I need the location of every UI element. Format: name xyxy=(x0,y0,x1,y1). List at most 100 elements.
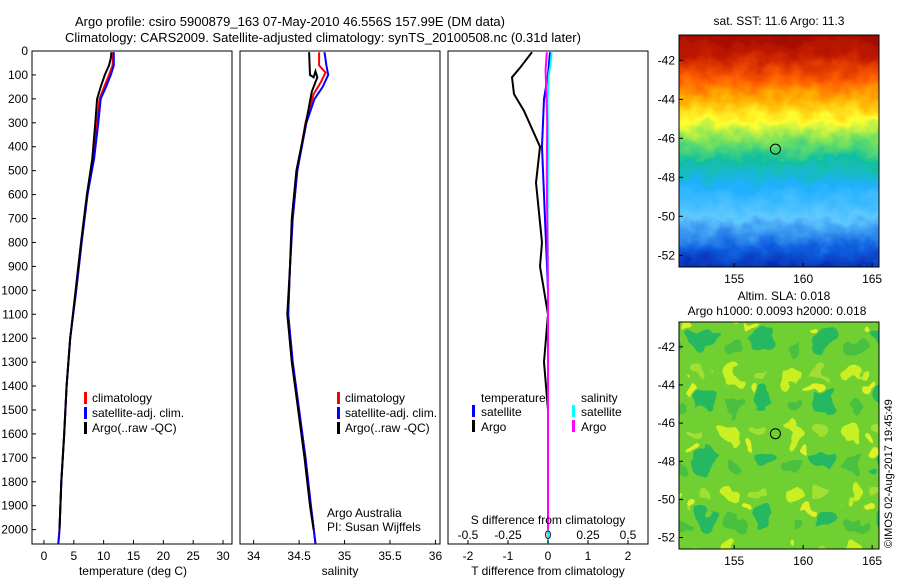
legend-label-sal-argo: Argo xyxy=(581,420,607,434)
sla-lat-ticks: -42 -44 -46 -48 -50 -52 xyxy=(658,340,683,545)
legend-swatch-temp-satellite xyxy=(472,405,475,417)
x-tick-label: 30 xyxy=(216,549,230,563)
depth-tick-label: 2000 xyxy=(1,523,28,537)
lat-tick-label: -42 xyxy=(658,53,676,67)
float-location-marker xyxy=(769,428,781,440)
legend-label-argo: Argo(..raw -QC) xyxy=(345,421,430,435)
legend-label-satellite: satellite-adj. clim. xyxy=(92,406,184,420)
temperature-plot-frame xyxy=(31,50,233,545)
difference-axis-ticks: -2 -1 0 1 2 xyxy=(463,540,632,563)
salinity-lines xyxy=(286,52,330,545)
legend-swatch-climatology xyxy=(337,392,340,404)
x-tick-label: 2 xyxy=(625,549,632,563)
sst-lon-ticks: 155 160 165 xyxy=(724,263,882,286)
depth-tick-label: 700 xyxy=(8,212,28,226)
series-line-argo-raw-qc- xyxy=(286,52,319,530)
depth-tick-label: 1600 xyxy=(1,427,28,441)
x-tick-label: 10 xyxy=(97,549,111,563)
salinity-axis-label: salinity xyxy=(322,564,359,578)
legend-label-temp-argo: Argo xyxy=(481,420,507,434)
depth-tick-label: 1700 xyxy=(1,451,28,465)
lat-tick-label: -52 xyxy=(658,248,676,262)
x-tick-label: 0 xyxy=(545,549,552,563)
s-diff-tick-label: -0.25 xyxy=(494,528,522,542)
depth-tick-label: 0 xyxy=(21,44,28,58)
lat-tick-label: -48 xyxy=(658,170,676,184)
x-tick-label: 15 xyxy=(127,549,141,563)
depth-tick-label: 500 xyxy=(8,164,28,178)
x-tick-label: -2 xyxy=(463,549,474,563)
difference-lines xyxy=(510,51,553,544)
sst-map-frame xyxy=(678,34,880,268)
lon-tick-label: 155 xyxy=(724,554,744,568)
s-difference-label: S difference from climatology xyxy=(471,513,626,527)
depth-tick-label: 900 xyxy=(8,259,28,273)
legend-swatch-argo xyxy=(337,422,340,434)
temperature-legend: climatology satellite-adj. clim. Argo(..… xyxy=(84,391,184,435)
difference-legend: temperature satellite Argo salinity sate… xyxy=(472,391,622,434)
sla-map: Altim. SLA: 0.018 Argo h1000: 0.0093 h20… xyxy=(658,289,883,568)
s-diff-tick-label: 0 xyxy=(545,528,552,542)
s-diff-tick-label: -0.5 xyxy=(458,528,479,542)
lat-tick-label: -48 xyxy=(658,454,676,468)
depth-tick-label: 800 xyxy=(8,235,28,249)
temperature-axis-ticks: 0 5 10 15 20 25 30 xyxy=(41,540,230,563)
legend-label-sal-satellite: satellite xyxy=(581,405,622,419)
salinity-plot-frame xyxy=(239,50,441,545)
x-tick-label: 1 xyxy=(585,549,592,563)
legend-heading-salinity: salinity xyxy=(581,391,618,405)
depth-tick-label: 1300 xyxy=(1,355,28,369)
sst-map: sat. SST: 11.6 Argo: 11.3 -42 -44 -46 -48 -5… xyxy=(658,14,883,286)
depth-tick-label: 1500 xyxy=(1,403,28,417)
x-tick-label: 25 xyxy=(187,549,201,563)
legend-swatch-satellite xyxy=(337,407,340,419)
argo-australia-label: Argo Australia xyxy=(327,506,402,520)
sla-map-title: Altim. SLA: 0.018 xyxy=(738,289,831,303)
sst-map-title: sat. SST: 11.6 Argo: 11.3 xyxy=(714,14,845,28)
legend-swatch-argo xyxy=(84,422,87,434)
lat-tick-label: -44 xyxy=(658,92,676,106)
legend-swatch-sal-argo xyxy=(572,420,575,432)
legend-swatch-satellite xyxy=(84,407,87,419)
x-tick-label: 35.5 xyxy=(378,549,402,563)
series-line-temperature-argo xyxy=(510,51,550,530)
lat-tick-label: -50 xyxy=(658,209,676,223)
salinity-legend: climatology satellite-adj. clim. Argo(..… xyxy=(337,391,437,435)
depth-tick-label: 400 xyxy=(8,140,28,154)
depth-tick-label: 1800 xyxy=(1,475,28,489)
depth-tick-label: 1000 xyxy=(1,283,28,297)
lon-tick-label: 155 xyxy=(724,272,744,286)
depth-tick-label: 1200 xyxy=(1,331,28,345)
x-tick-label: 36 xyxy=(429,549,443,563)
x-tick-label: 35 xyxy=(338,549,352,563)
legend-label-satellite: satellite-adj. clim. xyxy=(345,406,437,420)
lat-tick-label: -52 xyxy=(658,531,676,545)
depth-tick-label: 1900 xyxy=(1,499,28,513)
header-line1: Argo profile: csiro 5900879_163 07-May-2… xyxy=(75,14,505,29)
legend-label-climatology: climatology xyxy=(92,391,152,405)
depth-tick-label: 200 xyxy=(8,92,28,106)
header-line2: Climatology: CARS2009. Satellite-adjuste… xyxy=(65,30,581,45)
x-tick-label: 0 xyxy=(41,549,48,563)
sla-map-subtitle: Argo h1000: 0.0093 h2000: 0.018 xyxy=(688,304,867,318)
x-tick-label: 34 xyxy=(247,549,261,563)
lat-tick-label: -44 xyxy=(658,378,676,392)
legend-label-temp-satellite: satellite xyxy=(481,405,522,419)
float-location-marker xyxy=(769,143,781,155)
lon-tick-label: 165 xyxy=(862,272,882,286)
lat-tick-label: -46 xyxy=(658,416,676,430)
salinity-difference-tick-labels: -0.5 -0.25 0 0.25 0.5 xyxy=(458,528,637,542)
sla-field xyxy=(679,322,879,549)
legend-swatch-temp-argo xyxy=(472,420,475,432)
temperature-panel: 0100200300400500600700800900100011001200… xyxy=(1,44,233,578)
depth-tick-label: 1100 xyxy=(2,307,28,321)
difference-panel: -2 -1 0 1 2 -0.5 -0.25 0 0.25 0.5 S difference f… xyxy=(447,50,649,578)
lat-tick-label: -42 xyxy=(658,340,676,354)
legend-label-argo: Argo(..raw -QC) xyxy=(92,421,177,435)
temperature-axis-label: temperature (deg C) xyxy=(79,564,187,578)
s-diff-tick-label: 0.25 xyxy=(576,528,600,542)
sst-heatmap xyxy=(679,35,879,267)
lon-tick-label: 160 xyxy=(793,272,813,286)
depth-tick-label: 600 xyxy=(8,188,28,202)
